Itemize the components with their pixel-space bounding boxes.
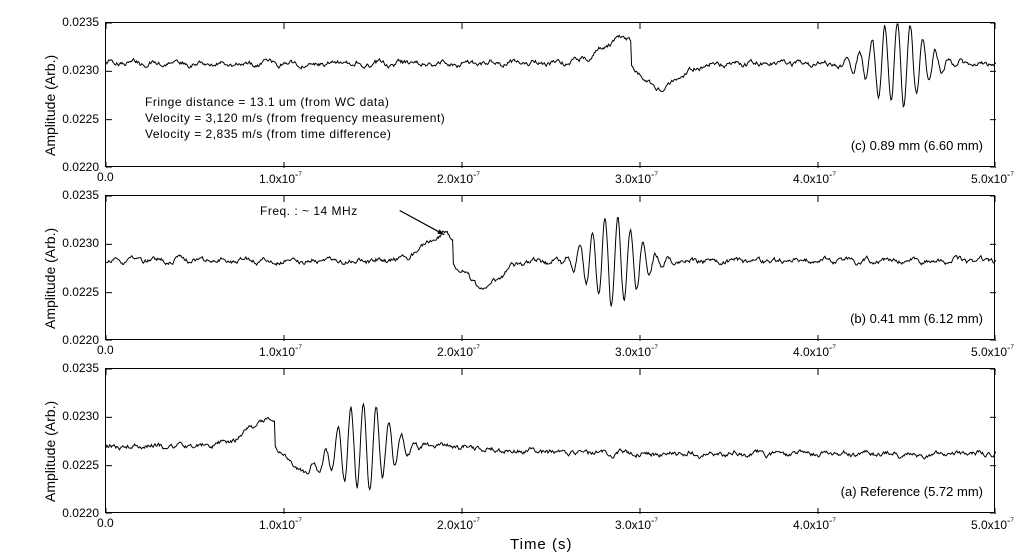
tick-label: 0.0230 — [49, 236, 99, 250]
tick-label: 0.0 — [97, 343, 114, 357]
tick-label: 3.0x10-⁷ — [615, 170, 658, 186]
x-axis-label: Time (s) — [510, 536, 572, 553]
tick-label: 5.0x10-⁷ — [971, 516, 1014, 532]
tick-label: 5.0x10-⁷ — [971, 343, 1014, 359]
tick-label: 0.0 — [97, 170, 114, 184]
tick-label: 4.0x10-⁷ — [793, 516, 836, 532]
tick-label: 0.0225 — [49, 458, 99, 472]
tick-label: 5.0x10-⁷ — [971, 170, 1014, 186]
tick-label: 2.0x10-⁷ — [437, 170, 480, 186]
tick-label: 0.0220 — [49, 506, 99, 520]
figure-root: Amplitude (Arb.) (c) 0.89 mm (6.60 mm) F… — [0, 0, 1018, 557]
tick-label: 0.0230 — [49, 63, 99, 77]
tick-label: 1.0x10-⁷ — [259, 343, 302, 359]
panel-b-ylabel: Amplitude (Arb.) — [42, 209, 58, 329]
panel-a-ylabel: Amplitude (Arb.) — [42, 382, 58, 502]
tick-label: 1.0x10-⁷ — [259, 516, 302, 532]
tick-label: 0.0220 — [49, 160, 99, 174]
tick-label: 3.0x10-⁷ — [615, 516, 658, 532]
panel-b-freq-annot: Freq. : ~ 14 MHz — [260, 204, 358, 218]
tick-label: 2.0x10-⁷ — [437, 343, 480, 359]
panel-c-annot-3: Velocity = 2,835 m/s (from time differen… — [145, 127, 391, 141]
panel-c-annot-2: Velocity = 3,120 m/s (from frequency mea… — [145, 111, 445, 125]
tick-label: 0.0 — [97, 516, 114, 530]
tick-label: 0.0235 — [49, 15, 99, 29]
tick-label: 0.0235 — [49, 188, 99, 202]
tick-label: 1.0x10-⁷ — [259, 170, 302, 186]
panel-b-label: (b) 0.41 mm (6.12 mm) — [850, 311, 983, 326]
panel-c-annot-1: Fringe distance = 13.1 um (from WC data) — [145, 95, 389, 109]
panel-c-ylabel: Amplitude (Arb.) — [42, 36, 58, 156]
tick-label: 2.0x10-⁷ — [437, 516, 480, 532]
tick-label: 4.0x10-⁷ — [793, 343, 836, 359]
tick-label: 0.0230 — [49, 409, 99, 423]
tick-label: 0.0225 — [49, 112, 99, 126]
tick-label: 4.0x10-⁷ — [793, 170, 836, 186]
panel-a-label: (a) Reference (5.72 mm) — [841, 484, 983, 499]
tick-label: 3.0x10-⁷ — [615, 343, 658, 359]
panel-c-label: (c) 0.89 mm (6.60 mm) — [851, 138, 983, 153]
tick-label: 0.0235 — [49, 361, 99, 375]
tick-label: 0.0220 — [49, 333, 99, 347]
tick-label: 0.0225 — [49, 285, 99, 299]
